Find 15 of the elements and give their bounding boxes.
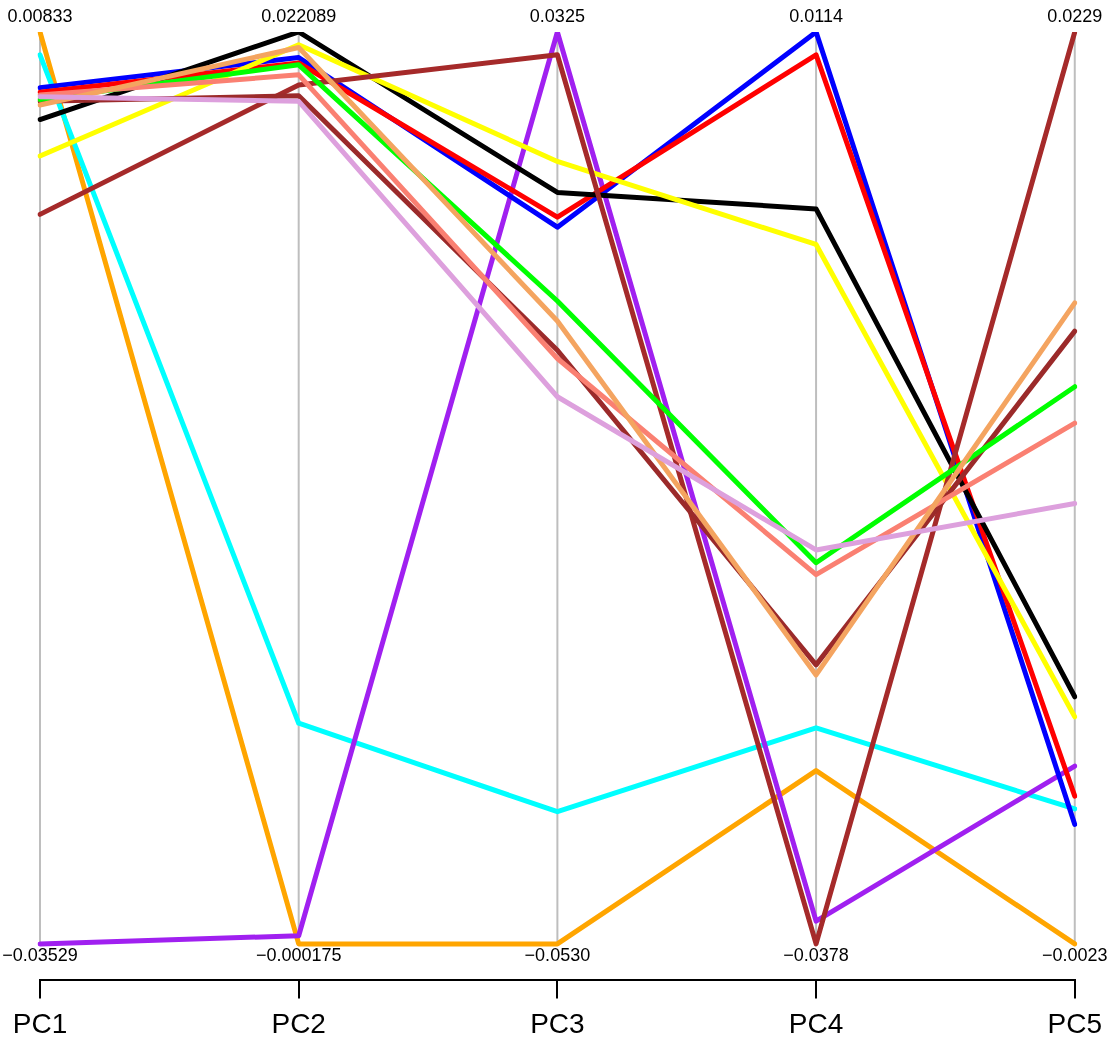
x-tick-label: PC3 [530,1007,585,1039]
annotation: −0.0378 [783,944,849,965]
x-tick-label: PC4 [788,1007,844,1039]
annotation: 0.0114 [789,5,843,26]
annotation: −0.0023 [1041,944,1108,965]
annotation: 0.00833 [7,5,73,26]
x-tick-label: PC1 [12,1007,68,1039]
x-tick-label: PC5 [1047,1007,1102,1039]
annotation: 0.0229 [1047,5,1103,26]
x-tick-label: PC2 [271,1007,326,1039]
annotation: −0.000175 [255,944,342,965]
annotation: −0.0530 [524,944,591,965]
annotation: 0.0325 [529,5,585,26]
annotation: 0.022089 [261,5,337,26]
annotation: −0.03529 [2,944,78,965]
